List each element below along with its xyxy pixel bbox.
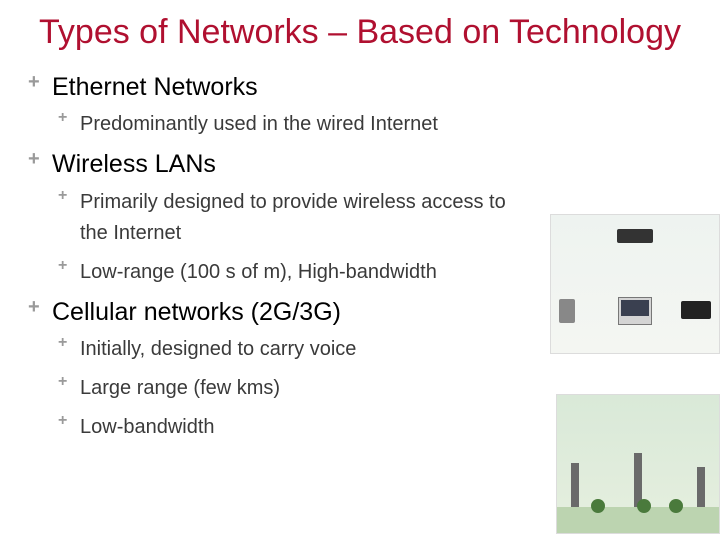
router-icon (617, 229, 653, 243)
plus-icon: + (28, 296, 52, 319)
tree-icon (669, 499, 683, 513)
tower-icon (571, 463, 579, 507)
tree-icon (637, 499, 651, 513)
section-label: Wireless LANs (52, 148, 216, 181)
bullet-label: Low-bandwidth (80, 412, 215, 443)
plus-icon: + (28, 148, 52, 171)
laptop-icon (681, 301, 711, 319)
desktop-icon (618, 297, 652, 325)
plus-icon: + (58, 187, 80, 205)
adapter-icon (559, 299, 575, 323)
plus-icon: + (58, 257, 80, 275)
wlan-diagram-image (550, 214, 720, 354)
bullet-label: Large range (few kms) (80, 373, 280, 404)
slide-title: Types of Networks – Based on Technology (28, 12, 692, 53)
bullet-label: Initially, designed to carry voice (80, 334, 356, 365)
section-label: Cellular networks (2G/3G) (52, 296, 341, 329)
section-label: Ethernet Networks (52, 71, 258, 104)
bullet-label: Low-range (100 s of m), High-bandwidth (80, 257, 437, 288)
cellular-diagram-image (556, 394, 720, 534)
plus-icon: + (58, 412, 80, 430)
section-wlan: + Wireless LANs (28, 148, 692, 181)
bullet-label: Primarily designed to provide wireless a… (80, 187, 538, 249)
plus-icon: + (28, 71, 52, 94)
tower-icon (697, 467, 705, 507)
plus-icon: + (58, 109, 80, 127)
section-ethernet: + Ethernet Networks (28, 71, 692, 104)
plus-icon: + (58, 373, 80, 391)
plus-icon: + (58, 334, 80, 352)
bullet-item: + Predominantly used in the wired Intern… (58, 109, 692, 140)
tree-icon (591, 499, 605, 513)
bullet-item: + Primarily designed to provide wireless… (58, 187, 538, 249)
slide: Types of Networks – Based on Technology … (0, 0, 720, 540)
bullet-label: Predominantly used in the wired Internet (80, 109, 438, 140)
